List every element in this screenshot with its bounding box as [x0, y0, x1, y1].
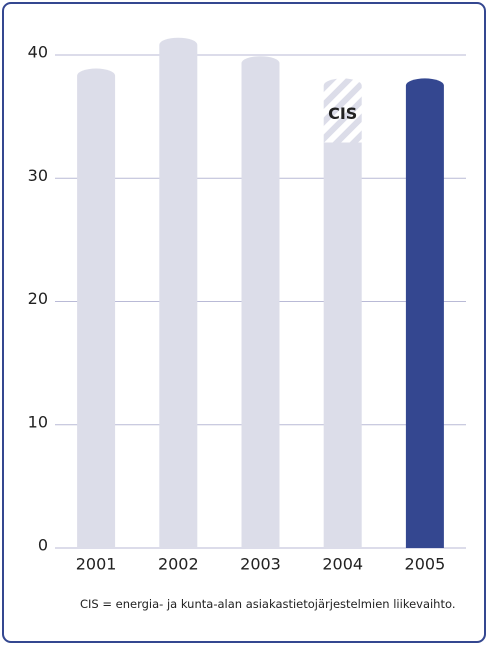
y-tick-label: 20 [28, 289, 48, 308]
x-tick-label: 2003 [240, 555, 281, 574]
bar [405, 78, 444, 548]
x-tick-label: 2004 [322, 555, 363, 574]
segment-label: CIS [328, 104, 357, 123]
footnote: CIS = energia- ja kunta-alan asiakastiet… [80, 597, 456, 611]
bar [323, 78, 362, 143]
y-tick-label: 40 [28, 43, 48, 62]
y-tick-label: 10 [28, 412, 48, 431]
bar [241, 56, 280, 548]
y-tick-label: 30 [28, 166, 48, 185]
bar [323, 142, 362, 548]
y-tick-label: 0 [38, 536, 48, 555]
x-tick-label: 2001 [76, 555, 117, 574]
bar [159, 37, 198, 549]
x-tick-label: 2002 [158, 555, 199, 574]
x-tick-label: 2005 [405, 555, 446, 574]
bar [77, 68, 116, 549]
